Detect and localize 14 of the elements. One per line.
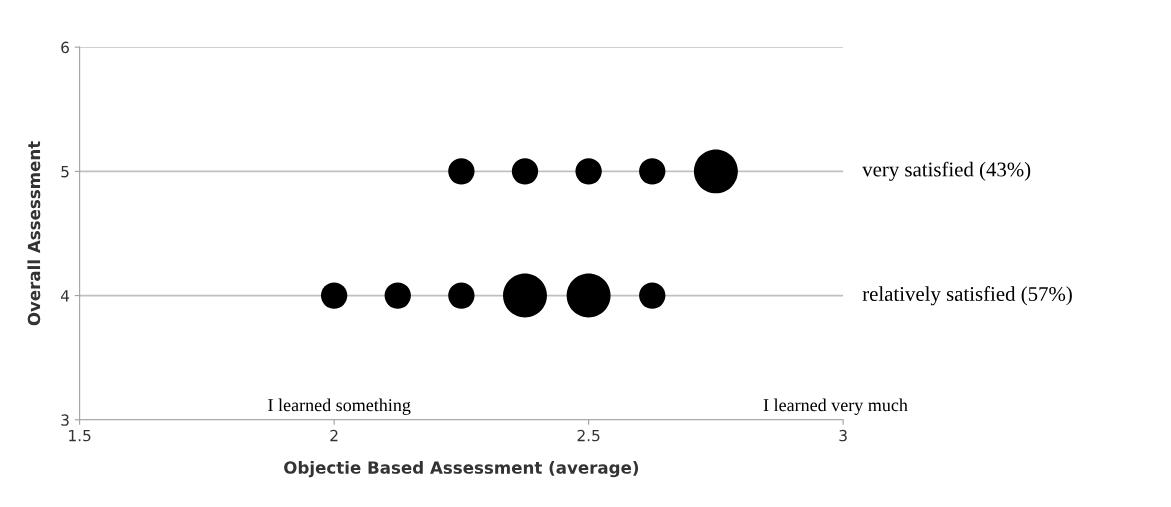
- x-tick-label: 2.5: [577, 429, 600, 442]
- x-tick-label: 1.5: [69, 429, 91, 442]
- x-axis-title: Objectie Based Assessment (average): [284, 460, 639, 478]
- x-tick-label: 3: [839, 429, 847, 442]
- y-tick-label: 6: [61, 41, 69, 54]
- annotation: I learned something: [268, 398, 411, 415]
- y-tick-label: 5: [61, 166, 69, 178]
- y-tick-label: 3: [61, 414, 69, 426]
- x-tick-label: 2: [330, 429, 338, 442]
- text: relatively satisfied (57%): [862, 286, 1072, 306]
- y-axis-title: Overall Assessment: [27, 141, 41, 326]
- annotation: I learned very much: [763, 398, 908, 415]
- text: very satisfied (43%): [862, 161, 1031, 181]
- y-tick-label: 4: [60, 290, 70, 302]
